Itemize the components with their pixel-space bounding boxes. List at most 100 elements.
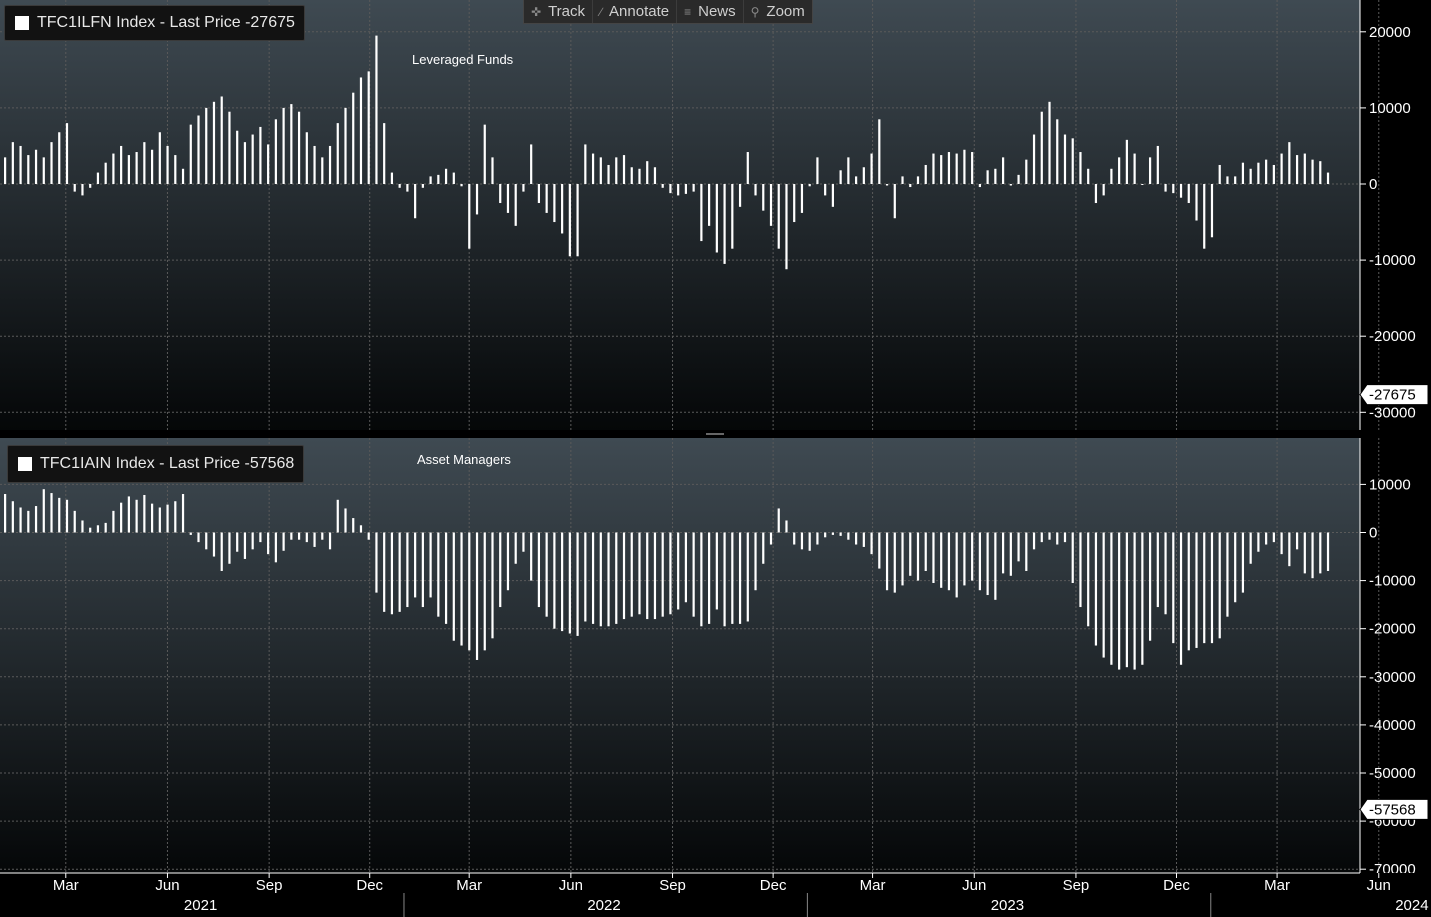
bar <box>971 152 974 184</box>
bar <box>669 184 672 194</box>
bar <box>1118 157 1121 184</box>
bar <box>158 507 161 533</box>
bar <box>11 142 14 184</box>
bar <box>4 157 7 184</box>
bar <box>785 520 788 533</box>
bar <box>638 168 641 184</box>
y-tick-label: 10000 <box>1369 476 1411 493</box>
x-tick-label: Sep <box>1063 877 1090 894</box>
bar <box>947 152 951 184</box>
bar <box>1257 162 1260 184</box>
bar <box>522 184 525 192</box>
bar <box>181 494 185 533</box>
bar <box>1326 172 1330 184</box>
bar <box>738 184 742 207</box>
bar <box>963 532 966 586</box>
bar <box>1303 153 1306 184</box>
legend-leveraged-funds[interactable]: TFC1ILFN Index - Last Price -27675 <box>4 5 305 41</box>
bar <box>174 155 177 184</box>
x-tick-label: Jun <box>1367 877 1391 894</box>
bar <box>909 184 912 188</box>
bar <box>1203 184 1206 249</box>
bar <box>901 176 904 184</box>
bar <box>197 115 200 184</box>
bar <box>932 153 935 184</box>
bar <box>653 167 657 184</box>
bar <box>305 132 308 184</box>
bar <box>824 532 827 538</box>
bar <box>1187 184 1190 204</box>
bar <box>1133 532 1136 670</box>
bar <box>963 149 966 184</box>
x-tick-label: Dec <box>1163 877 1190 894</box>
bar <box>1257 532 1260 552</box>
annotate-button[interactable]: ∕ Annotate <box>593 0 678 23</box>
bar <box>1280 532 1283 555</box>
bar <box>398 184 401 188</box>
bar <box>150 149 154 184</box>
bar <box>1164 532 1167 615</box>
bar <box>1156 532 1159 608</box>
bar <box>553 532 556 629</box>
bar <box>800 532 804 550</box>
x-axis-background <box>0 873 1431 917</box>
bar <box>1218 164 1221 184</box>
bar <box>715 532 718 610</box>
magnifier-icon: ⚲ <box>750 4 760 19</box>
bar <box>11 501 14 533</box>
bar <box>328 145 332 184</box>
year-label: 2022 <box>587 897 620 914</box>
bar <box>336 499 339 533</box>
bar <box>545 532 548 617</box>
bar <box>65 499 69 533</box>
bar <box>189 124 192 184</box>
panel-title: Asset Managers <box>417 452 511 467</box>
bar <box>212 532 216 557</box>
bar <box>630 532 633 617</box>
bar <box>406 184 409 192</box>
news-button[interactable]: ≡ News <box>677 0 744 23</box>
bar <box>437 532 440 617</box>
annotate-label: Annotate <box>609 3 670 20</box>
bar <box>27 510 30 533</box>
bar <box>940 155 943 184</box>
bar <box>708 184 711 226</box>
bar <box>197 532 200 543</box>
bar <box>1009 532 1012 576</box>
bar <box>58 497 61 533</box>
bar <box>777 184 780 249</box>
bar <box>1311 532 1314 579</box>
bar <box>1110 168 1113 184</box>
bar <box>212 101 216 184</box>
bar <box>313 145 316 184</box>
legend-asset-managers[interactable]: TFC1IAIN Index - Last Price -57568 <box>7 445 305 483</box>
bar <box>406 532 409 608</box>
track-label: Track <box>548 3 586 20</box>
bar <box>537 184 541 204</box>
bar <box>1133 153 1136 184</box>
bar <box>576 532 579 636</box>
bar <box>135 152 138 184</box>
bar <box>591 153 595 184</box>
bar <box>290 532 293 540</box>
bar <box>994 532 997 600</box>
y-tick-label: 0 <box>1369 525 1377 542</box>
bar <box>437 174 440 184</box>
bar <box>1272 532 1275 543</box>
bar <box>715 184 718 253</box>
bar <box>692 184 695 192</box>
zoom-button[interactable]: ⚲ Zoom <box>744 0 812 23</box>
bar <box>777 508 780 533</box>
bar <box>522 532 525 552</box>
bar <box>940 532 943 588</box>
bar <box>1303 532 1306 574</box>
bar <box>1048 532 1051 540</box>
track-button[interactable]: ✜ Track <box>524 0 594 23</box>
last-price-tag <box>1359 384 1429 406</box>
bar <box>1203 532 1206 644</box>
panel-title: Leveraged Funds <box>412 52 514 67</box>
bar <box>1295 532 1299 550</box>
bar <box>475 184 479 215</box>
bar <box>251 134 254 184</box>
